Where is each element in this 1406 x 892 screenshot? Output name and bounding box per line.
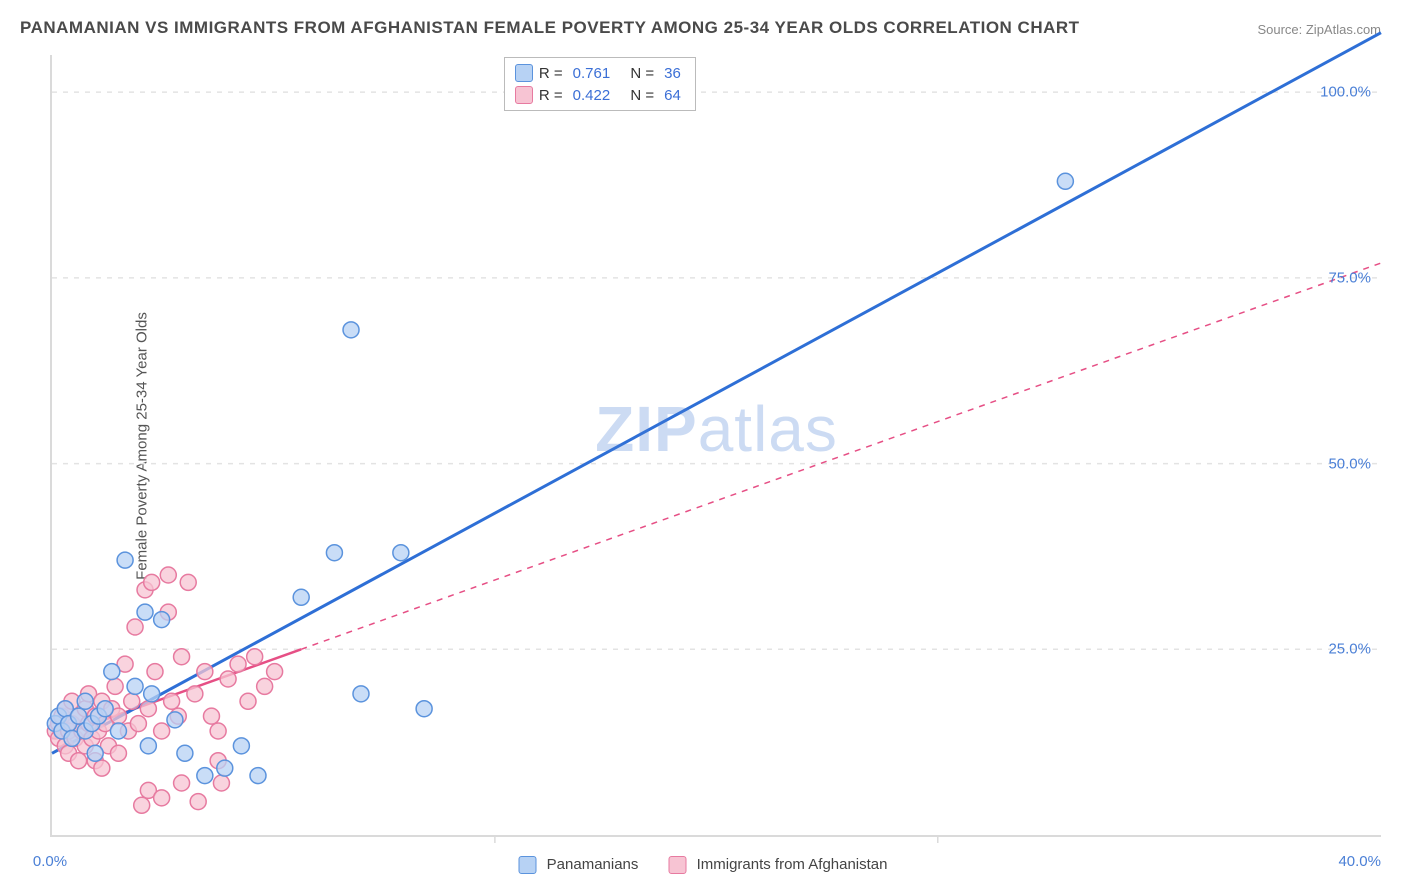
plot-area: ZIPatlas R = 0.761 N = 36 R = 0.422 N = … [50, 55, 1381, 837]
legend-swatch-2 [668, 856, 686, 874]
legend-item-1: Panamanians [519, 856, 639, 874]
y-tick: 75.0% [1328, 269, 1371, 286]
legend-label-2: Immigrants from Afghanistan [697, 856, 888, 873]
y-tick: 25.0% [1328, 641, 1371, 658]
stats-n-label: N = [630, 65, 654, 82]
stats-r-label: R = [539, 87, 563, 104]
stats-n-value-2: 64 [664, 87, 681, 104]
stats-r-value-1: 0.761 [573, 65, 611, 82]
x-tick-1: 40.0% [1338, 853, 1381, 870]
stats-swatch-1 [515, 64, 533, 82]
legend-swatch-1 [519, 856, 537, 874]
x-tick-0: 0.0% [33, 853, 67, 870]
legend-label-1: Panamanians [547, 856, 639, 873]
y-tick: 100.0% [1320, 84, 1371, 101]
legend-bottom: Panamanians Immigrants from Afghanistan [519, 856, 888, 874]
stats-r-label: R = [539, 65, 563, 82]
stats-r-value-2: 0.422 [573, 87, 611, 104]
legend-item-2: Immigrants from Afghanistan [668, 856, 887, 874]
chart-title: PANAMANIAN VS IMMIGRANTS FROM AFGHANISTA… [20, 18, 1080, 38]
plot-svg [52, 55, 1381, 835]
stats-swatch-2 [515, 86, 533, 104]
source-label: Source: ZipAtlas.com [1257, 22, 1381, 37]
stats-n-label: N = [630, 87, 654, 104]
stats-n-value-1: 36 [664, 65, 681, 82]
y-tick: 50.0% [1328, 455, 1371, 472]
stats-legend-box: R = 0.761 N = 36 R = 0.422 N = 64 [504, 57, 696, 111]
